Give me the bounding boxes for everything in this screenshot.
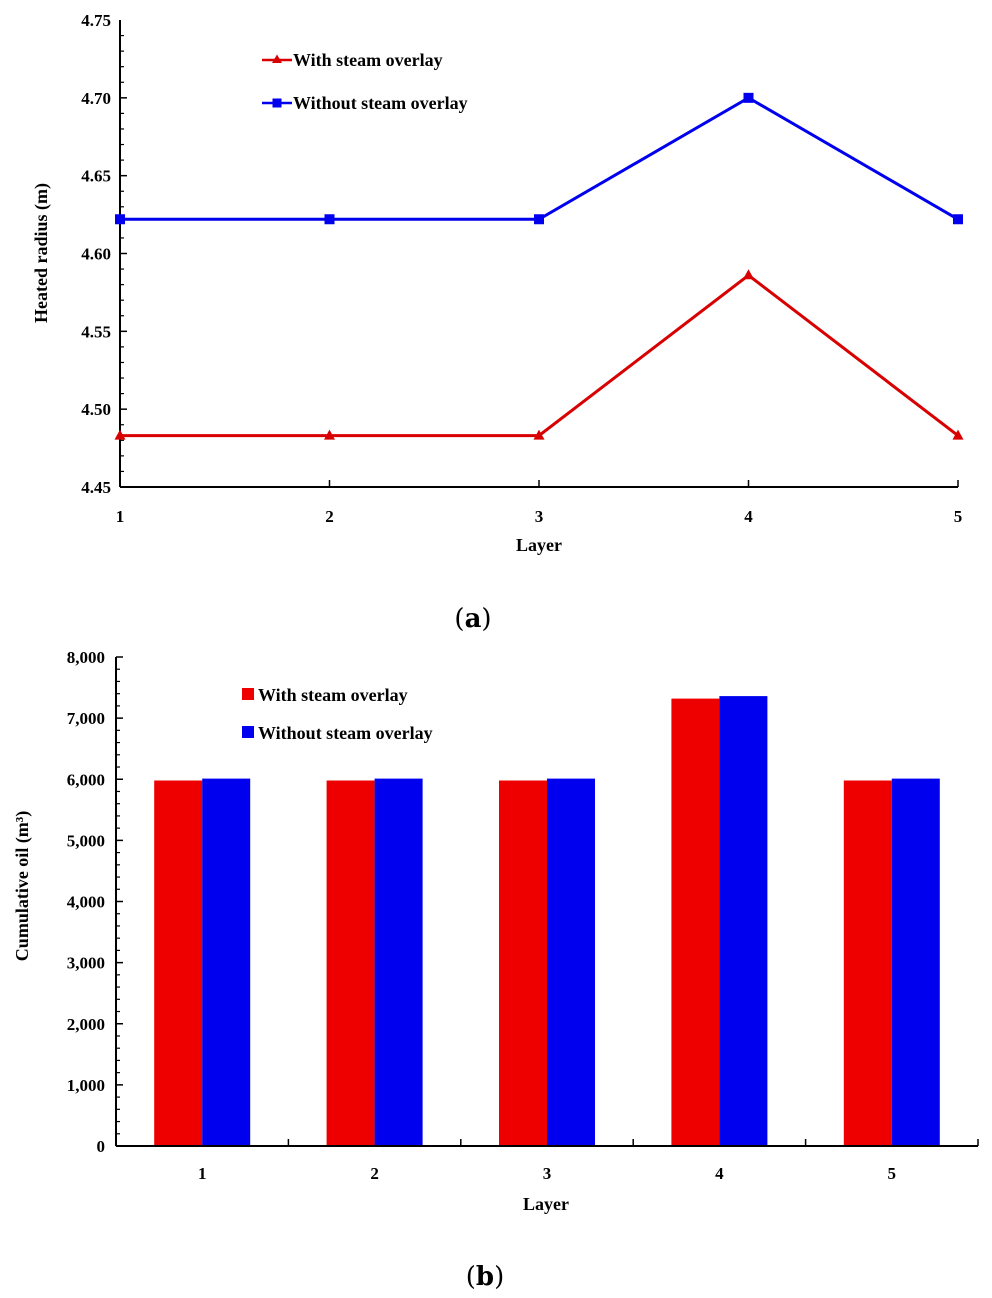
data-point-square — [115, 214, 125, 225]
bar-with-steam — [499, 780, 547, 1146]
x-tick-label: 1 — [116, 507, 125, 526]
series-group — [114, 92, 964, 440]
x-tick-label: 5 — [954, 507, 963, 526]
x-tick-label: 2 — [325, 507, 334, 526]
y-tick-label: 4.60 — [81, 245, 111, 264]
caption-b-close: ) — [494, 1262, 504, 1292]
data-point-triangle — [743, 269, 754, 280]
y-tick-label: 4.65 — [81, 167, 111, 186]
caption-b-open: ( — [466, 1262, 476, 1292]
y-tick-label: 2,000 — [67, 1015, 105, 1034]
y-tick-labels: 0 1,000 2,000 3,000 4,000 5,000 6,000 7,000 8,00… — [67, 648, 105, 1156]
axes — [115, 656, 979, 1147]
legend-marker-triangle — [272, 54, 282, 63]
data-point-triangle — [533, 429, 545, 440]
y-tick-label: 0 — [97, 1137, 106, 1156]
bar-without-steam — [891, 778, 940, 1146]
y-tick-label: 4.55 — [81, 322, 111, 341]
legend-swatch-with-steam — [242, 688, 254, 700]
y-tick-label: 4,000 — [67, 893, 105, 912]
legend-label-with-steam: With steam overlay — [293, 50, 443, 70]
legend-label-without-steam: Without steam overlay — [293, 93, 468, 113]
x-tick-label: 3 — [543, 1164, 552, 1183]
y-tick-label: 5,000 — [67, 831, 105, 850]
bar-with-steam — [671, 698, 720, 1146]
x-tick-label: 2 — [370, 1164, 379, 1183]
x-tick-label: 4 — [744, 507, 753, 526]
bar-with-steam — [326, 780, 375, 1146]
y-tick-label: 8,000 — [67, 648, 105, 667]
series-line-without-steam — [120, 96, 959, 221]
legend: With steam overlay Without steam overlay — [262, 50, 468, 113]
legend-swatch-without-steam — [242, 726, 254, 738]
bar-with-steam — [154, 780, 203, 1146]
y-tick-label: 4.50 — [81, 400, 111, 419]
y-tick-label: 3,000 — [67, 954, 105, 973]
data-point-square — [534, 214, 544, 225]
y-tick-label: 7,000 — [67, 709, 105, 728]
x-axis-title: Layer — [516, 535, 562, 555]
caption-a-open: ( — [454, 604, 464, 634]
legend-label-without-steam: Without steam overlay — [258, 723, 433, 743]
caption-a: (a) — [454, 604, 491, 634]
x-axis-title: Layer — [523, 1194, 569, 1214]
x-tick-labels: 1 2 3 4 5 — [198, 1164, 896, 1183]
caption-b: (b) — [466, 1262, 505, 1292]
data-point-triangle — [952, 429, 964, 440]
y-tick-label: 4.45 — [81, 478, 111, 497]
x-tick-label: 5 — [888, 1164, 897, 1183]
data-point-triangle — [324, 429, 335, 440]
y-tick-label: 6,000 — [67, 770, 105, 789]
bar-without-steam — [547, 778, 595, 1146]
y-tick-label: 4.70 — [81, 89, 111, 108]
bar-without-steam — [374, 778, 423, 1146]
legend-label-with-steam: With steam overlay — [258, 685, 408, 705]
data-point-triangle — [114, 429, 126, 440]
data-point-square — [743, 92, 754, 103]
x-tick-labels: 1 2 3 4 5 — [116, 507, 963, 526]
bars — [154, 696, 940, 1146]
bar-without-steam — [719, 696, 768, 1146]
bar-without-steam — [202, 778, 251, 1146]
x-tick-label: 1 — [198, 1164, 207, 1183]
x-tick-label: 3 — [535, 507, 544, 526]
legend-marker-square — [272, 98, 282, 108]
y-axis-title: Heated radius (m) — [31, 183, 52, 323]
y-tick-labels: 4.45 4.50 4.55 4.60 4.65 4.70 4.75 — [81, 11, 111, 497]
caption-a-letter: a — [465, 604, 482, 634]
y-tick-label: 1,000 — [67, 1076, 105, 1095]
caption-b-letter: b — [476, 1262, 494, 1292]
legend: With steam overlay Without steam overlay — [242, 685, 433, 743]
series-line-with-steam — [120, 273, 959, 438]
line-chart-heated-radius: 4.45 4.50 4.55 4.60 4.65 4.70 4.75 1 2 3 4 5 Heate… — [31, 11, 964, 555]
x-tick-label: 4 — [715, 1164, 724, 1183]
data-point-square — [324, 214, 335, 225]
caption-a-close: ) — [481, 604, 491, 634]
bar-with-steam — [843, 780, 892, 1146]
y-tick-label: 4.75 — [81, 11, 111, 30]
axes — [119, 20, 959, 488]
y-axis-title: Cumulative oil (m³) — [12, 811, 33, 961]
bar-chart-cumulative-oil: 0 1,000 2,000 3,000 4,000 5,000 6,000 7,000 8,00… — [12, 648, 979, 1214]
data-point-square — [953, 214, 963, 225]
